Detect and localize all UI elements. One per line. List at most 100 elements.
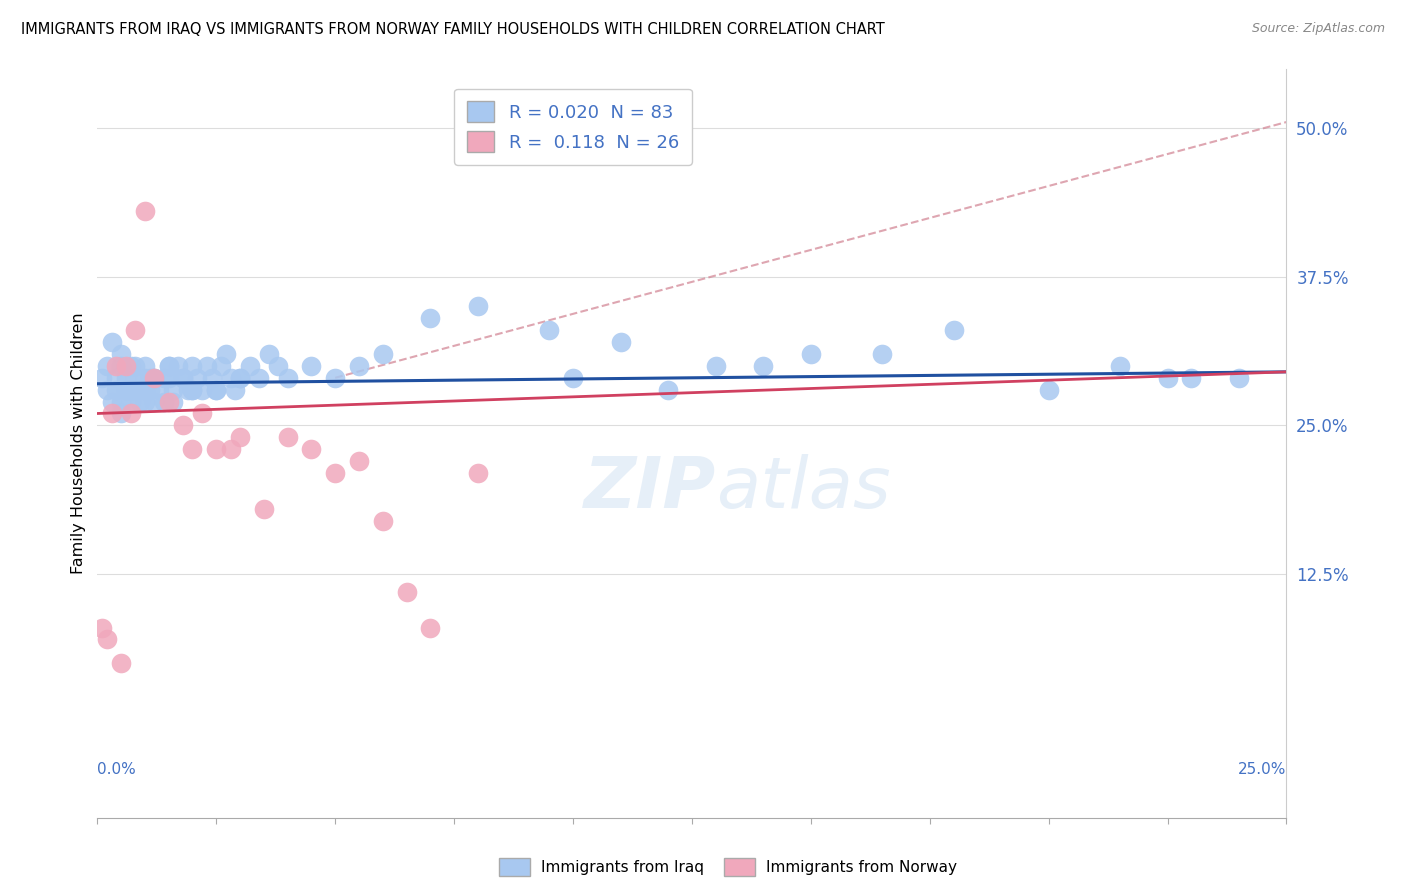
Point (323, 466, 346, 480)
Point (191, 407, 214, 421)
Point (134, 359, 156, 373)
Text: atlas: atlas (716, 454, 890, 523)
Point (371, 514, 394, 528)
Point (110, 394, 132, 409)
Point (181, 383, 204, 397)
Point (100, 407, 122, 421)
Text: IMMIGRANTS FROM IRAQ VS IMMIGRANTS FROM NORWAY FAMILY HOUSEHOLDS WITH CHILDREN C: IMMIGRANTS FROM IRAQ VS IMMIGRANTS FROM … (21, 22, 884, 37)
Point (110, 347, 132, 361)
Point (110, 657, 132, 671)
Point (215, 347, 238, 361)
Point (120, 359, 142, 373)
Point (124, 323, 146, 337)
Text: 0.0%: 0.0% (97, 762, 136, 777)
Point (138, 371, 160, 385)
Point (138, 383, 160, 397)
Point (704, 359, 727, 373)
Point (229, 371, 252, 385)
Point (219, 371, 242, 385)
Point (219, 442, 242, 457)
Point (134, 204, 156, 219)
Point (186, 371, 208, 385)
Point (91, 371, 114, 385)
Point (205, 442, 228, 457)
Point (870, 347, 893, 361)
Point (224, 383, 246, 397)
Point (110, 359, 132, 373)
Point (181, 383, 204, 397)
Point (134, 383, 156, 397)
Point (1109, 359, 1132, 373)
Point (172, 371, 194, 385)
Point (181, 359, 204, 373)
Point (942, 323, 965, 337)
Point (229, 430, 252, 444)
Point (172, 371, 194, 385)
Point (153, 394, 176, 409)
Point (148, 383, 170, 397)
Text: Source: ZipAtlas.com: Source: ZipAtlas.com (1251, 22, 1385, 36)
Point (143, 394, 166, 409)
Point (347, 454, 370, 468)
Point (120, 394, 142, 409)
Point (277, 430, 299, 444)
Point (467, 300, 489, 314)
Point (157, 359, 180, 373)
Point (299, 359, 322, 373)
Point (371, 347, 394, 361)
Point (162, 394, 184, 409)
Y-axis label: Family Households with Children: Family Households with Children (72, 312, 86, 574)
Point (200, 371, 222, 385)
Point (120, 383, 142, 397)
Point (172, 418, 194, 433)
Text: Immigrants from Norway: Immigrants from Norway (766, 860, 957, 874)
Point (238, 359, 260, 373)
Point (299, 442, 322, 457)
Point (115, 371, 138, 385)
Point (1156, 371, 1178, 385)
Text: ZIP: ZIP (583, 454, 716, 523)
Point (247, 371, 270, 385)
Point (143, 371, 166, 385)
Point (115, 383, 138, 397)
Point (347, 359, 370, 373)
Point (1180, 371, 1202, 385)
Point (129, 383, 152, 397)
Point (120, 407, 142, 421)
Point (143, 371, 166, 385)
Point (129, 394, 152, 409)
Point (609, 335, 631, 350)
Point (124, 383, 146, 397)
Point (115, 383, 138, 397)
Point (96, 383, 118, 397)
Point (1038, 383, 1060, 397)
Point (267, 359, 290, 373)
Point (195, 359, 218, 373)
Point (105, 359, 128, 373)
Point (134, 371, 156, 385)
Point (253, 501, 276, 516)
Point (191, 383, 214, 397)
Point (153, 371, 176, 385)
Point (157, 371, 180, 385)
Point (157, 394, 180, 409)
Point (157, 359, 180, 373)
Point (162, 383, 184, 397)
Point (467, 466, 489, 480)
Point (800, 347, 823, 361)
Point (229, 371, 252, 385)
Text: 25.0%: 25.0% (1239, 762, 1286, 777)
Point (134, 394, 156, 409)
Point (124, 371, 146, 385)
Point (110, 407, 132, 421)
Point (91, 621, 114, 635)
Point (96, 359, 118, 373)
Point (205, 383, 228, 397)
Point (419, 621, 441, 635)
Point (395, 585, 418, 599)
Legend: R = 0.020  N = 83, R =  0.118  N = 26: R = 0.020 N = 83, R = 0.118 N = 26 (454, 89, 692, 165)
Point (100, 335, 122, 350)
Point (538, 323, 561, 337)
Point (323, 371, 346, 385)
Point (143, 371, 166, 385)
